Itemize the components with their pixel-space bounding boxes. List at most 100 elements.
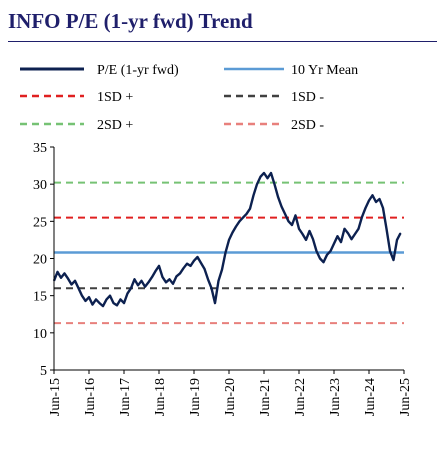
- series-point: [228, 239, 230, 241]
- series-point: [389, 250, 391, 252]
- series-point: [357, 228, 360, 230]
- series-point: [392, 259, 395, 261]
- series-point: [91, 303, 94, 306]
- series-point: [259, 176, 262, 178]
- series-point: [179, 272, 181, 274]
- series-point: [84, 300, 87, 302]
- series-point: [280, 205, 283, 208]
- series-point: [214, 302, 216, 304]
- series-point: [242, 217, 244, 219]
- series-point: [130, 287, 132, 289]
- series-point: [161, 276, 164, 278]
- series-point: [266, 177, 269, 179]
- series-point: [67, 277, 69, 280]
- y-tick-label: 15: [33, 290, 47, 305]
- y-tick-label: 10: [33, 327, 47, 342]
- x-tick-label: Jun-21: [258, 378, 273, 416]
- series-point: [77, 287, 80, 289]
- series-point: [200, 262, 202, 264]
- series-point: [238, 220, 241, 222]
- series-point: [291, 224, 293, 226]
- series-point: [175, 275, 178, 277]
- series-point: [284, 213, 286, 215]
- series-point: [294, 214, 297, 216]
- x-tick-label: Jun-17: [118, 378, 133, 416]
- series-point: [193, 260, 195, 262]
- legend-item-1sd: 1SD +: [20, 90, 133, 105]
- axes: 5 10 15 20 25 30 35 Jun-15 Jun-16 Jun-17 Jun-18 Jun…: [33, 141, 413, 416]
- legend-label: 2SD -: [291, 118, 324, 133]
- y-tick-label: 30: [33, 178, 47, 193]
- series-point: [217, 280, 220, 282]
- series-point: [312, 238, 314, 240]
- series-point: [399, 232, 402, 234]
- series-point: [378, 198, 381, 200]
- series-point: [56, 271, 59, 273]
- series-point: [123, 302, 125, 304]
- series-point: [371, 194, 374, 196]
- legend-label: 10 Yr Mean: [291, 63, 358, 78]
- series-point: [326, 254, 328, 256]
- series-point: [140, 280, 143, 282]
- series-point: [354, 233, 356, 235]
- series-point: [105, 298, 108, 300]
- series-point: [172, 283, 174, 285]
- series-point: [308, 230, 311, 232]
- chart-title: INFO P/E (1-yr fwd) Trend: [8, 9, 253, 33]
- series-point: [235, 225, 237, 228]
- y-tick-label: 5: [40, 364, 47, 379]
- series-point: [305, 239, 307, 241]
- series-point: [154, 270, 157, 272]
- legend-item-1sd: 1SD -: [224, 90, 324, 105]
- x-tick-label: Jun-23: [328, 378, 343, 416]
- series-point: [287, 220, 290, 222]
- y-tick-label: 20: [33, 253, 47, 268]
- title-bar: INFO P/E (1-yr fwd) Trend: [0, 0, 445, 42]
- x-tick-label: Jun-25: [398, 378, 413, 416]
- legend: P/E (1-yr fwd) 10 Yr Mean 1SD + 1SD - 2SD + 2…: [20, 63, 358, 133]
- series-point: [116, 304, 118, 306]
- y-tick-label: 25: [33, 215, 47, 230]
- series-point: [119, 298, 122, 300]
- series-point: [322, 261, 325, 263]
- series-point: [112, 302, 115, 304]
- series-point: [182, 267, 185, 269]
- series-point: [368, 199, 370, 202]
- y-tick-label: 35: [33, 141, 47, 156]
- series-layer: [52, 171, 402, 308]
- legend-item-10-yr-mean: 10 Yr Mean: [224, 63, 358, 78]
- legend-item-2sd: 2SD +: [20, 118, 133, 133]
- series-point: [63, 272, 66, 274]
- x-tick-label: Jun-24: [363, 378, 378, 416]
- series-point: [343, 228, 346, 230]
- series-point: [126, 292, 129, 295]
- series-point: [231, 231, 234, 234]
- series-point: [273, 183, 276, 185]
- series-point: [109, 295, 111, 297]
- series-point: [298, 228, 300, 230]
- series-point: [375, 201, 377, 203]
- series-point: [315, 250, 318, 252]
- series-point: [210, 287, 213, 289]
- x-tick-label: Jun-20: [223, 378, 238, 416]
- series-point: [249, 208, 251, 210]
- x-tick-label: Jun-18: [153, 378, 168, 416]
- series-point: [347, 232, 349, 234]
- series-point: [151, 276, 153, 278]
- series-point: [385, 228, 388, 230]
- series-point: [133, 278, 136, 280]
- series-point: [70, 283, 73, 286]
- series-point: [207, 278, 209, 280]
- series-point: [301, 233, 304, 235]
- series-point: [60, 277, 62, 279]
- series-point: [189, 265, 192, 267]
- series-line-p-e-1-yr-fwd: [52, 171, 402, 308]
- series-point: [336, 235, 339, 237]
- series-point: [95, 298, 97, 300]
- series-point: [147, 281, 150, 283]
- series-point: [98, 302, 101, 304]
- series-point: [329, 250, 332, 252]
- series-point: [364, 207, 367, 209]
- title-underline: [8, 41, 437, 42]
